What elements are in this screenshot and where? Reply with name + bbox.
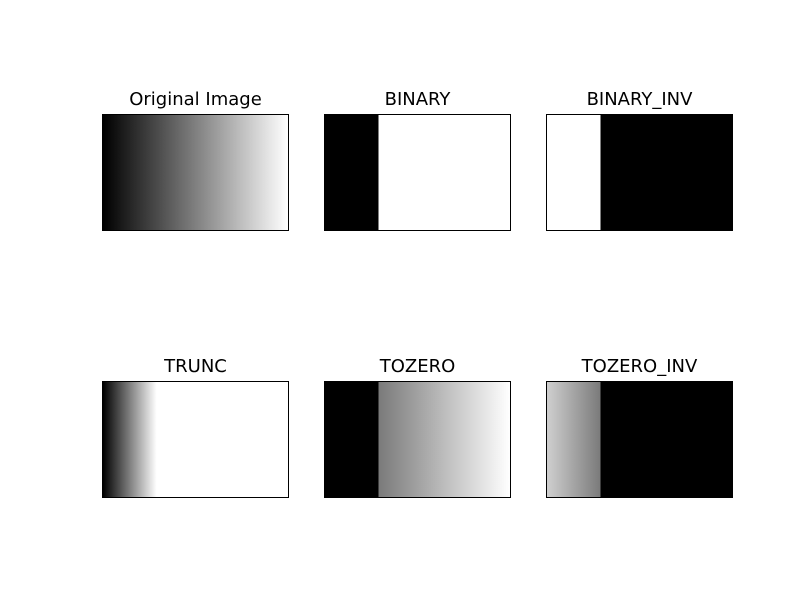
- thresholded-image-binary-inv: [546, 114, 733, 231]
- panel-title: BINARY: [384, 89, 451, 110]
- panel-tozero: TOZERO: [324, 357, 511, 498]
- gradient-image-original: [102, 114, 289, 231]
- thresholded-image-trunc: [102, 381, 289, 498]
- panel-title: TOZERO_INV: [581, 356, 698, 377]
- panel-trunc: TRUNC: [102, 357, 289, 498]
- panel-original-image: Original Image: [102, 90, 289, 231]
- panel-binary: BINARY: [324, 90, 511, 231]
- panel-title: Original Image: [129, 89, 262, 110]
- thresholded-image-binary: [324, 114, 511, 231]
- panel-title: TOZERO: [379, 356, 456, 377]
- panel-tozero-inv: TOZERO_INV: [546, 357, 733, 498]
- thresholded-image-tozero-inv: [546, 381, 733, 498]
- panel-title: TRUNC: [164, 356, 227, 377]
- panel-title: BINARY_INV: [586, 89, 693, 110]
- thresholded-image-tozero: [324, 381, 511, 498]
- panel-binary-inv: BINARY_INV: [546, 90, 733, 231]
